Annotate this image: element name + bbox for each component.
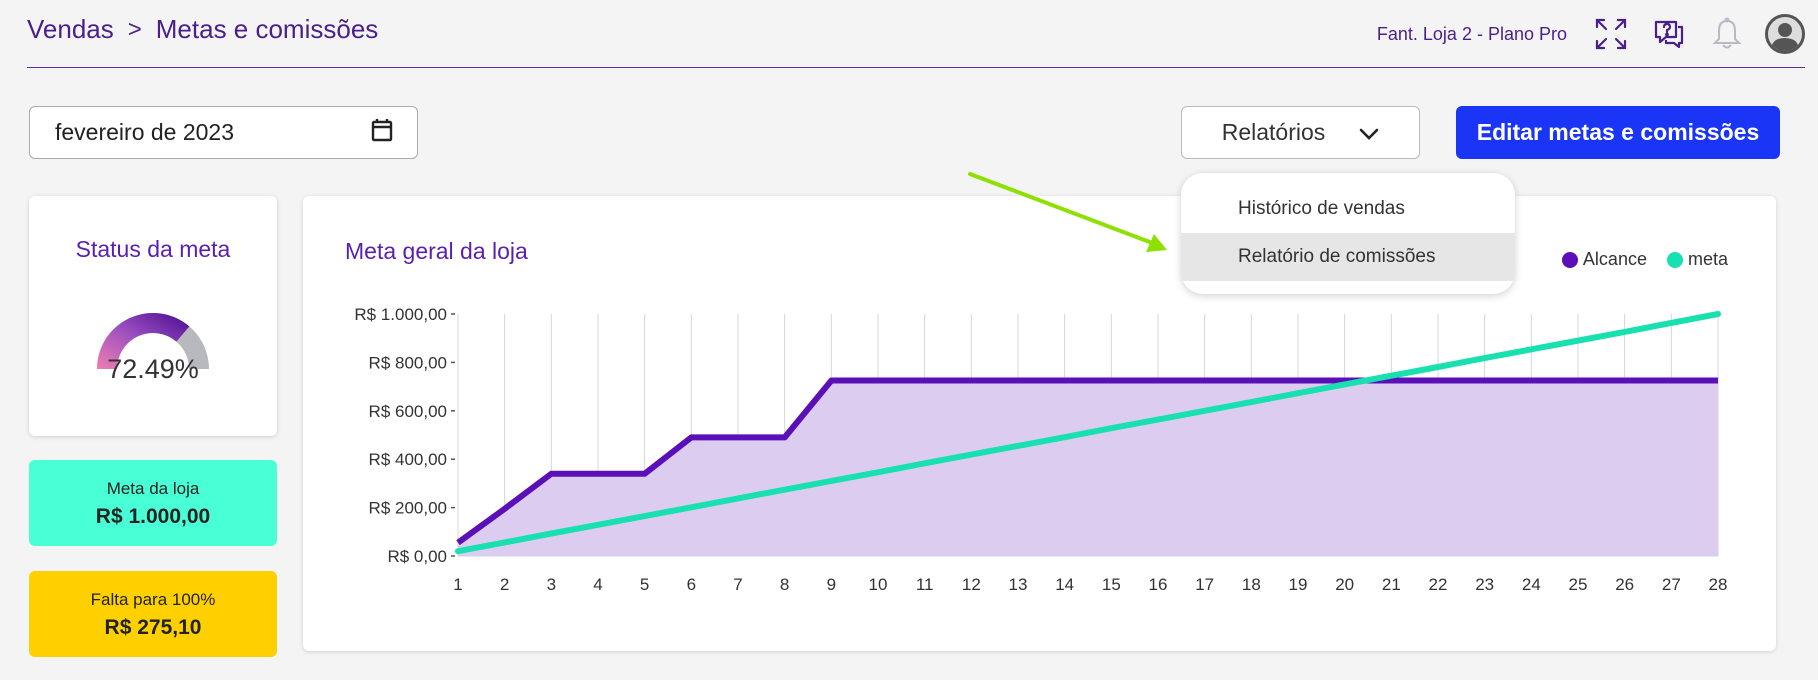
x-tick-label: 25 — [1569, 575, 1588, 594]
chevron-down-icon — [1359, 119, 1379, 146]
remaining-value: R$ 275,10 — [104, 616, 202, 639]
menu-item-sales-history[interactable]: Histórico de vendas — [1238, 198, 1405, 219]
alcance-area — [458, 380, 1718, 556]
x-tick-label: 4 — [593, 575, 602, 594]
x-tick-label: 9 — [827, 575, 836, 594]
reports-dropdown-label: Relatórios — [1221, 119, 1326, 145]
x-tick-label: 14 — [1055, 575, 1074, 594]
expand-icon[interactable] — [1591, 14, 1631, 54]
legend-label-alcance: Alcance — [1582, 249, 1647, 269]
x-tick-label: 24 — [1522, 575, 1541, 594]
x-tick-label: 21 — [1382, 575, 1401, 594]
page-header: Vendas > Metas e comissões Fant. Loja 2 … — [27, 0, 1805, 68]
menu-item-commission-report[interactable]: Relatório de comissões — [1181, 233, 1515, 281]
y-tick-label: R$ 1.000,00 — [354, 305, 447, 324]
breadcrumb-separator: > — [127, 15, 142, 43]
x-tick-label: 2 — [500, 575, 509, 594]
store-plan-label: Fant. Loja 2 - Plano Pro — [1376, 23, 1567, 44]
calendar-icon[interactable] — [371, 118, 393, 147]
y-tick-label: R$ 800,00 — [369, 353, 447, 372]
x-tick-label: 7 — [733, 575, 742, 594]
x-tick-label: 20 — [1335, 575, 1354, 594]
y-tick-label: R$ 400,00 — [369, 450, 447, 469]
x-tick-label: 8 — [780, 575, 789, 594]
x-tick-label: 22 — [1429, 575, 1448, 594]
month-picker-value: fevereiro de 2023 — [55, 119, 235, 145]
month-picker-input[interactable]: fevereiro de 2023 — [29, 106, 418, 159]
edit-goals-button[interactable]: Editar metas e comissões — [1456, 106, 1780, 159]
header-actions: Fant. Loja 2 - Plano Pro — [1377, 12, 1805, 56]
chart-legend: Alcance meta — [1561, 249, 1728, 270]
x-tick-label: 6 — [687, 575, 696, 594]
x-tick-label: 18 — [1242, 575, 1261, 594]
meta-line — [455, 311, 1721, 555]
alcance-line — [456, 377, 1718, 546]
store-goal-chart-card: Meta geral da loja Alcance meta R$ 0,00 R… — [303, 196, 1776, 651]
chart-title: Meta geral da loja — [345, 238, 528, 264]
x-tick-label: 16 — [1149, 575, 1168, 594]
goal-status-title: Status da meta — [75, 236, 231, 262]
x-tick-label: 19 — [1289, 575, 1308, 594]
x-tick-label: 26 — [1615, 575, 1634, 594]
reports-menu: Histórico de vendas Relatório de comissõ… — [1181, 173, 1515, 294]
x-tick-label: 11 — [916, 575, 934, 594]
reports-dropdown[interactable]: Relatórios — [1181, 106, 1420, 159]
goal-status-card: Status da meta 72.49% — [29, 196, 277, 436]
x-tick-label: 5 — [640, 575, 649, 594]
goal-line-chart: R$ 0,00 R$ 200,00 R$ 400,00 R$ 600,00 R$ 800… — [354, 305, 1728, 594]
y-tick-label: R$ 200,00 — [369, 499, 447, 518]
goal-gauge — [97, 313, 209, 369]
x-tick-label: 13 — [1009, 575, 1028, 594]
breadcrumb-metas-comissoes: Metas e comissões — [155, 14, 379, 44]
store-goal-label: Meta da loja — [106, 479, 200, 498]
x-tick-label: 15 — [1102, 575, 1121, 594]
remaining-card: Falta para 100% R$ 275,10 — [29, 571, 277, 657]
x-tick-label: 1 — [453, 575, 462, 594]
legend-label-meta: meta — [1687, 249, 1728, 269]
breadcrumb-vendas[interactable]: Vendas — [27, 14, 114, 44]
legend-item-alcance[interactable]: Alcance — [1561, 249, 1647, 270]
breadcrumb: Vendas > Metas e comissões — [27, 14, 378, 45]
x-tick-label: 12 — [962, 575, 981, 594]
help-chat-icon[interactable] — [1649, 14, 1689, 54]
store-goal-value: R$ 1.000,00 — [95, 505, 211, 528]
x-tick-label: 23 — [1475, 575, 1494, 594]
remaining-label: Falta para 100% — [90, 590, 216, 609]
x-tick-label: 27 — [1662, 575, 1681, 594]
bell-icon[interactable] — [1707, 14, 1747, 54]
x-tick-label: 3 — [547, 575, 556, 594]
user-avatar-icon[interactable] — [1765, 14, 1805, 54]
y-tick-label: R$ 600,00 — [369, 402, 447, 421]
legend-swatch-alcance — [1561, 251, 1578, 268]
x-tick-label: 10 — [869, 575, 888, 594]
x-tick-label: 17 — [1195, 575, 1214, 594]
legend-swatch-meta — [1666, 251, 1683, 268]
annotation-arrow-icon — [968, 172, 1167, 252]
x-tick-label: 28 — [1709, 575, 1728, 594]
legend-item-meta[interactable]: meta — [1666, 249, 1728, 270]
store-goal-card: Meta da loja R$ 1.000,00 — [29, 460, 277, 546]
goal-percent: 72.49% — [107, 354, 199, 384]
y-tick-label: R$ 0,00 — [387, 547, 447, 566]
